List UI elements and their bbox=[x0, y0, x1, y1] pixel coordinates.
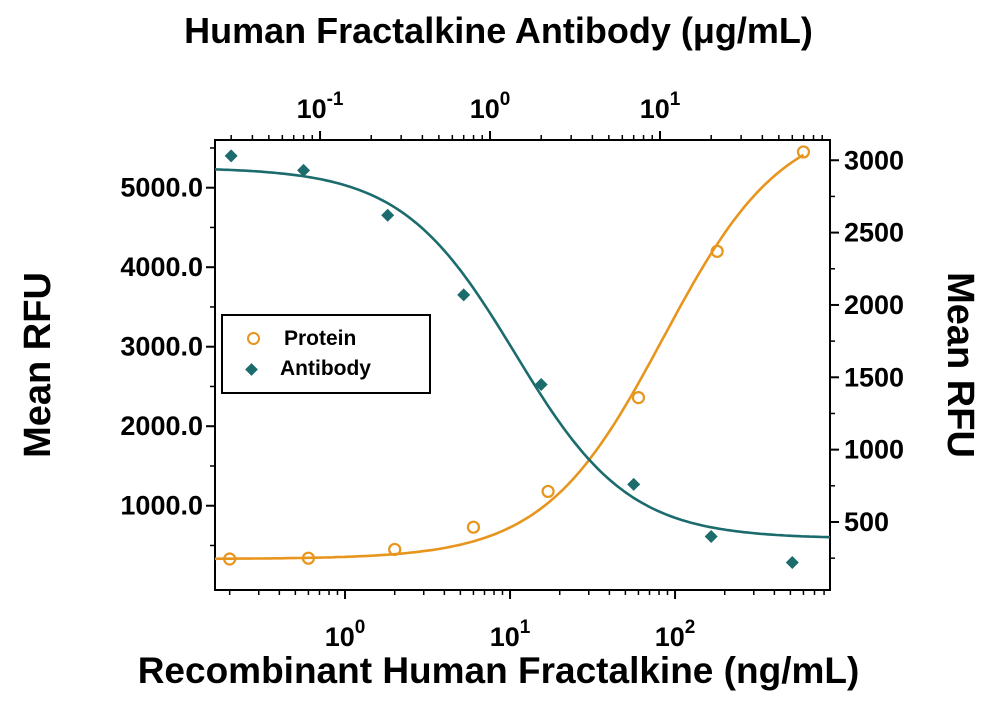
data-point-protein bbox=[710, 244, 724, 258]
left-tick-label: 2000.0 bbox=[120, 411, 203, 441]
legend-item-antibody: Antibody bbox=[245, 357, 429, 381]
left-tick-label: 4000.0 bbox=[120, 252, 203, 282]
legend: Protein Antibody bbox=[221, 314, 431, 394]
antibody-diamond-marker-icon bbox=[245, 362, 258, 376]
right-tick-label: 1500 bbox=[844, 362, 904, 392]
top-tick-label: 10-1 bbox=[297, 89, 344, 124]
legend-item-protein: Protein bbox=[247, 327, 429, 351]
top-axis: 10-1 100 101 bbox=[230, 89, 823, 140]
data-point-antibody bbox=[457, 288, 471, 302]
series-protein bbox=[214, 145, 811, 566]
right-tick-label: 500 bbox=[844, 507, 889, 537]
data-point-protein bbox=[466, 520, 481, 534]
data-point-antibody bbox=[785, 556, 799, 570]
bottom-axis: 100 101 102 bbox=[228, 590, 825, 652]
data-point-antibody bbox=[224, 149, 238, 163]
data-point-antibody bbox=[627, 477, 641, 491]
bottom-tick-label: 102 bbox=[655, 617, 696, 652]
left-axis: 1000.0 2000.0 3000.0 4000.0 5000.0 bbox=[120, 147, 215, 547]
left-tick-label: 3000.0 bbox=[120, 332, 203, 362]
data-point-antibody bbox=[381, 208, 395, 222]
data-point-protein bbox=[631, 390, 646, 405]
data-point-protein bbox=[223, 552, 237, 566]
top-tick-label: 101 bbox=[640, 89, 681, 124]
top-axis-title: Human Fractalkine Antibody (μg/mL) bbox=[184, 10, 813, 51]
data-point-protein bbox=[541, 484, 555, 499]
fit-curve-antibody bbox=[214, 168, 831, 539]
data-point-protein bbox=[796, 145, 811, 159]
data-point-antibody bbox=[704, 529, 718, 543]
bottom-axis-title: Recombinant Human Fractalkine (ng/mL) bbox=[137, 650, 860, 691]
right-tick-label: 2500 bbox=[844, 218, 904, 248]
right-tick-label: 3000 bbox=[844, 145, 904, 175]
data-point-protein bbox=[388, 542, 402, 557]
left-tick-label: 5000.0 bbox=[120, 173, 203, 203]
data-point-antibody bbox=[297, 163, 311, 177]
legend-label-protein: Protein bbox=[284, 326, 357, 350]
bottom-tick-label: 101 bbox=[490, 617, 531, 652]
series-antibody bbox=[214, 149, 831, 570]
data-point-protein bbox=[301, 551, 316, 565]
right-tick-label: 2000 bbox=[844, 290, 904, 320]
right-axis: 500 1000 1500 2000 2500 3000 bbox=[830, 145, 904, 559]
plot-border bbox=[214, 139, 831, 591]
bottom-tick-label: 100 bbox=[325, 617, 366, 652]
right-tick-label: 1000 bbox=[844, 435, 904, 465]
top-tick-label: 100 bbox=[470, 89, 511, 124]
legend-label-antibody: Antibody bbox=[280, 357, 371, 381]
left-tick-label: 1000.0 bbox=[120, 491, 203, 521]
protein-circle-marker-icon bbox=[247, 332, 260, 346]
data-point-antibody bbox=[534, 378, 548, 392]
